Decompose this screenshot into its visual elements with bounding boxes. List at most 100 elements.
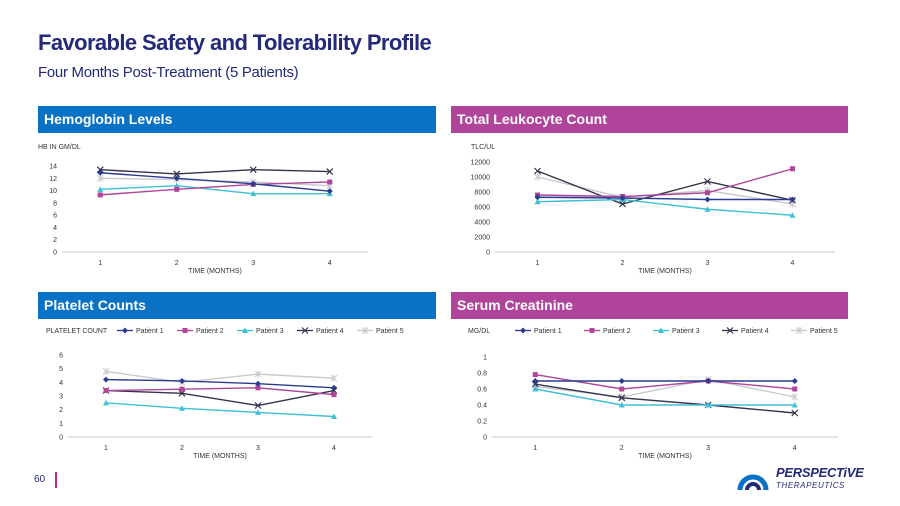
creatinine-patient-3-point: [791, 402, 798, 408]
creatinine-patient-4-point: [531, 380, 539, 388]
creatinine-patient-4-point: [791, 409, 799, 417]
platelet-patient-4-point: [254, 402, 262, 409]
leukocyte-header: Total Leukocyte Count: [451, 106, 848, 133]
leukocyte-patient-1-point: [704, 196, 711, 203]
creatinine-patient-5-point: [791, 393, 799, 401]
creatinine-legend-label: Patient 2: [603, 328, 631, 335]
creatinine-svg: 0 0.2 0.4 0.6 0.8 1 1 2 3 4 TIME (MONTHS) MG/DL Pati…: [468, 327, 838, 460]
logo-mark-icon: [737, 474, 769, 491]
leukocyte-patient-4-point: [534, 167, 541, 175]
platelet-legend-marker: [182, 328, 188, 333]
platelet-xtick: 3: [256, 445, 260, 452]
leukocyte-chart: 0 2000 4000 6000 8000 10000 12000 1 2 3 4 TIME (MON…: [446, 138, 856, 288]
hemoglobin-ytick: 12: [49, 176, 57, 183]
hemoglobin-xtick: 1: [98, 260, 102, 267]
hemoglobin-patient-1-line: [100, 172, 330, 192]
hemoglobin-patient-3-line: [100, 184, 330, 195]
platelet-patient-4-line: [105, 389, 335, 407]
hemoglobin-patient-3-point: [97, 186, 104, 192]
platelet-patient-2-point: [331, 392, 337, 398]
creatinine-patient-5-line: [535, 378, 795, 398]
platelet-svg: 0 1 2 3 4 5 6 1 2 3 4 TIME (MONTHS) PLATELET COUNT Pa…: [46, 327, 404, 460]
leukocyte-xtick: 4: [791, 260, 795, 267]
creatinine-patient-3-line: [535, 388, 795, 406]
leukocyte-patient-3-point: [534, 198, 541, 205]
hemoglobin-header: Hemoglobin Levels: [38, 106, 436, 133]
page-subtitle: Four Months Post-Treatment (5 Patients): [38, 64, 299, 81]
leukocyte-patient-4-line: [537, 170, 793, 205]
platelet-patient-3-line: [105, 402, 335, 418]
platelet-patient-3-point: [331, 413, 337, 419]
creatinine-patient-1-point: [532, 378, 539, 384]
leukocyte-ytick: 4000: [474, 220, 490, 227]
platelet-patient-1-point: [179, 377, 185, 384]
creatinine-patient-1-point: [705, 378, 712, 384]
platelet-xlabel: TIME (MONTHS): [193, 453, 247, 460]
hemoglobin-patient-4-point: [173, 170, 181, 178]
platelet-chart: 0 1 2 3 4 5 6 1 2 3 4 TIME (MONTHS) PLATELET COUNT Pa…: [38, 322, 438, 470]
platelet-patient-5-point: [330, 374, 338, 382]
leukocyte-patient-5-point: [534, 173, 541, 181]
hemoglobin-patient-3-point: [250, 190, 257, 197]
hemoglobin-patient-2-point: [97, 192, 103, 198]
hemoglobin-xlabel: TIME (MONTHS): [188, 268, 242, 275]
creatinine-chart: 0 0.2 0.4 0.6 0.8 1 1 2 3 4 TIME (MONTHS) MG/DL Pati…: [446, 322, 856, 470]
creatinine-legend-label: Patient 1: [534, 328, 562, 335]
platelet-patient-5-line: [105, 370, 335, 384]
company-logo: PERSPECTiVE THERAPEUTICS: [736, 462, 876, 494]
platelet-patient-2-line: [105, 387, 335, 396]
hemoglobin-patient-2-point: [174, 186, 180, 192]
creatinine-xtick: 1: [533, 445, 537, 452]
platelet-legend-label: Patient 4: [316, 328, 344, 335]
platelet-patient-1-point: [103, 376, 109, 383]
leukocyte-xlabel: TIME (MONTHS): [638, 268, 692, 275]
platelet-patient-2-point: [103, 388, 109, 394]
platelet-legend-label: Patient 1: [136, 328, 164, 335]
platelet-xtick: 1: [104, 445, 108, 452]
leukocyte-xtick: 3: [706, 260, 710, 267]
hemoglobin-patient-5-line: [100, 177, 330, 187]
leukocyte-xtick: 2: [621, 260, 625, 267]
creatinine-ylabel: MG/DL: [468, 328, 490, 335]
page-number: 60: [34, 474, 46, 485]
platelet-ytick: 1: [59, 421, 63, 428]
leukocyte-patient-3-line: [537, 198, 793, 216]
creatinine-legend-marker: [520, 327, 526, 334]
creatinine-patient-2-point: [619, 386, 625, 392]
leukocyte-ytick: 12000: [471, 160, 491, 167]
creatinine-legend-marker: [795, 327, 803, 334]
platelet-xtick: 4: [332, 445, 336, 452]
platelet-legend-label: Patient 5: [376, 328, 404, 335]
creatinine-patient-1-point: [791, 378, 798, 384]
platelet-legend-marker: [361, 327, 369, 334]
platelet-ytick: 2: [59, 407, 63, 414]
leukocyte-ylabel: TLC/UL: [471, 144, 495, 151]
hemoglobin-xtick: 2: [175, 260, 179, 267]
leukocyte-patient-3-point: [704, 206, 711, 212]
creatinine-legend-label: Patient 3: [672, 328, 700, 335]
platelet-legend-marker: [242, 327, 248, 333]
leukocyte-patient-2-point: [705, 190, 710, 196]
creatinine-xlabel: TIME (MONTHS): [638, 453, 692, 460]
creatinine-patient-2-line: [535, 373, 795, 390]
platelet-patient-3-point: [103, 399, 109, 406]
platelet-patient-5-point: [102, 367, 110, 375]
creatinine-patient-2-point: [532, 372, 538, 378]
platelet-patient-5-point: [254, 370, 262, 378]
creatinine-patient-2-point: [792, 386, 798, 392]
creatinine-patient-3-point: [705, 402, 712, 408]
creatinine-header: Serum Creatinine: [451, 292, 848, 319]
creatinine-ytick: 0.4: [477, 403, 487, 410]
leukocyte-patient-2-point: [790, 166, 795, 172]
creatinine-legend-marker: [658, 327, 664, 333]
hemoglobin-patient-5-point: [96, 174, 104, 182]
hemoglobin-ytick: 0: [53, 250, 57, 257]
logo-name: PERSPECTiVE: [776, 465, 864, 480]
leukocyte-patient-1-point: [534, 194, 541, 201]
creatinine-ytick: 0: [483, 435, 487, 442]
platelet-legend-marker: [122, 327, 128, 334]
hemoglobin-patient-1-point: [250, 180, 257, 187]
leukocyte-ytick: 2000: [474, 235, 490, 242]
leukocyte-patient-1-line: [537, 196, 793, 201]
logo-subtitle: THERAPEUTICS: [776, 481, 845, 490]
